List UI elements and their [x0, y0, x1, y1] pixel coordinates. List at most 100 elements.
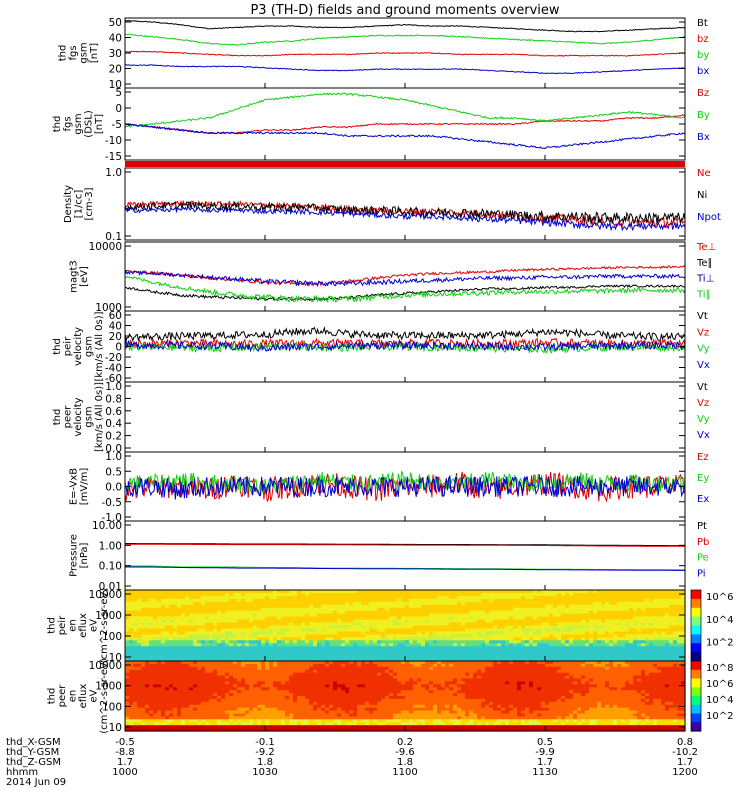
heatmap-cell	[129, 678, 134, 682]
heatmap-cell	[461, 628, 466, 633]
heatmap-cell	[569, 601, 574, 606]
heatmap-cell	[633, 655, 638, 659]
heatmap-cell	[473, 666, 478, 671]
heatmap-cell	[473, 625, 478, 630]
heatmap-cell	[581, 684, 586, 688]
heatmap-cell	[465, 658, 470, 662]
heatmap-cell	[525, 663, 530, 668]
heatmap-cell	[509, 607, 514, 612]
heatmap-cell	[289, 637, 294, 641]
heatmap-cell	[453, 652, 458, 656]
heatmap-cell	[381, 681, 386, 685]
heatmap-cell	[153, 637, 158, 641]
heatmap-cell	[229, 646, 234, 650]
heatmap-cell	[213, 622, 218, 627]
heatmap-cell	[337, 631, 342, 635]
heatmap-cell	[501, 684, 506, 688]
heatmap-cell	[285, 658, 290, 662]
heatmap-cell	[137, 616, 142, 621]
heatmap-cell	[653, 590, 658, 594]
heatmap-cell	[169, 590, 174, 594]
heatmap-cell	[349, 655, 354, 659]
heatmap-cell	[617, 675, 622, 680]
heatmap-cell	[473, 604, 478, 609]
heatmap-cell	[581, 610, 586, 615]
heatmap-cell	[649, 637, 654, 641]
heatmap-cell	[537, 643, 542, 647]
heatmap-cell	[209, 663, 214, 668]
heatmap-cell	[261, 687, 266, 691]
heatmap-cell	[517, 672, 522, 677]
heatmap-cell	[669, 595, 674, 600]
heatmap-cell	[217, 634, 222, 638]
heatmap-cell	[321, 637, 326, 641]
heatmap-cell	[377, 595, 382, 600]
heatmap-cell	[541, 675, 546, 680]
heatmap-cell	[677, 637, 682, 641]
heatmap-cell	[169, 637, 174, 641]
heatmap-cell	[281, 622, 286, 627]
heatmap-cell	[513, 643, 518, 647]
heatmap-cell	[165, 590, 170, 594]
heatmap-cell	[501, 643, 506, 647]
heatmap-cell	[353, 604, 358, 609]
y-axis-label: E=-VxB[mV/m]	[69, 468, 91, 506]
heatmap-cell	[273, 590, 278, 594]
heatmap-cell	[321, 669, 326, 674]
heatmap-cell	[557, 652, 562, 656]
heatmap-cell	[297, 604, 302, 609]
heatmap-cell	[581, 640, 586, 644]
heatmap-cell	[661, 607, 666, 612]
heatmap-cell	[437, 619, 442, 624]
heatmap-cell	[301, 666, 306, 671]
heatmap-cell	[569, 684, 574, 688]
heatmap-cell	[153, 590, 158, 594]
heatmap-cell	[145, 675, 150, 680]
heatmap-cell	[625, 663, 630, 668]
heatmap-cell	[321, 619, 326, 624]
heatmap-cell	[305, 619, 310, 624]
heatmap-cell	[649, 666, 654, 671]
heatmap-cell	[229, 672, 234, 677]
heatmap-cell	[469, 598, 474, 603]
heatmap-cell	[401, 610, 406, 615]
heatmap-cell	[425, 666, 430, 671]
heatmap-cell	[557, 622, 562, 627]
heatmap-cell	[197, 684, 202, 688]
heatmap-cell	[341, 631, 346, 635]
heatmap-cell	[593, 631, 598, 635]
heatmap-cell	[417, 666, 422, 671]
heatmap-cell	[545, 607, 550, 612]
heatmap-cell	[229, 604, 234, 609]
heatmap-cell	[613, 675, 618, 680]
heatmap-cell	[521, 637, 526, 641]
heatmap-cell	[537, 649, 542, 653]
heatmap-cell	[465, 598, 470, 603]
heatmap-cell	[333, 593, 338, 597]
heatmap-cell	[521, 649, 526, 653]
y-axis-label-line: [1/cc]	[74, 190, 85, 219]
heatmap-cell	[673, 675, 678, 680]
heatmap-cell	[157, 590, 162, 594]
heatmap-cell	[489, 643, 494, 647]
heatmap-cell	[517, 622, 522, 627]
heatmap-cell	[297, 643, 302, 647]
heatmap-cell	[549, 661, 554, 665]
heatmap-cell	[581, 616, 586, 621]
heatmap-cell	[405, 649, 410, 653]
heatmap-cell	[313, 655, 318, 659]
heatmap-cell	[469, 675, 474, 680]
heatmap-cell	[561, 637, 566, 641]
heatmap-cell	[589, 640, 594, 644]
heatmap-cell	[273, 646, 278, 650]
heatmap-cell	[341, 625, 346, 630]
heatmap-cell	[221, 675, 226, 680]
heatmap-cell	[289, 669, 294, 674]
heatmap-cell	[357, 590, 362, 594]
heatmap-cell	[293, 643, 298, 647]
heatmap-cell	[449, 655, 454, 659]
heatmap-cell	[453, 661, 458, 665]
heatmap-cell	[149, 610, 154, 615]
heatmap-cell	[245, 684, 250, 688]
heatmap-cell	[413, 661, 418, 665]
